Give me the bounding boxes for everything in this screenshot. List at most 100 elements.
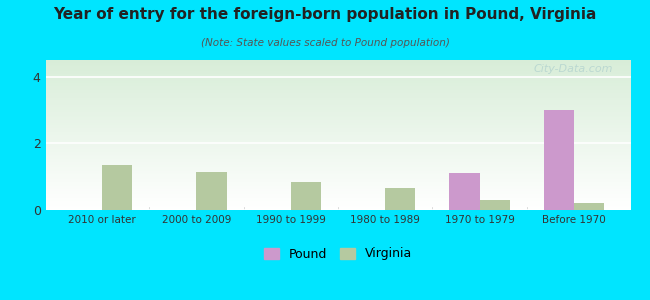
Bar bbox=[46, 103, 630, 105]
Bar bbox=[46, 190, 630, 192]
Bar bbox=[46, 204, 630, 206]
Bar bbox=[46, 158, 630, 159]
Bar bbox=[46, 88, 630, 90]
Bar bbox=[46, 186, 630, 188]
Bar bbox=[46, 184, 630, 186]
Bar bbox=[46, 189, 630, 190]
Bar bbox=[46, 188, 630, 189]
Bar bbox=[46, 122, 630, 123]
Bar bbox=[46, 152, 630, 153]
Bar bbox=[46, 81, 630, 82]
Bar bbox=[46, 160, 630, 162]
Bar bbox=[46, 154, 630, 156]
Bar bbox=[46, 200, 630, 201]
Bar bbox=[46, 63, 630, 64]
Bar bbox=[46, 60, 630, 61]
Bar bbox=[46, 168, 630, 170]
Bar bbox=[291, 182, 321, 210]
Bar bbox=[46, 167, 630, 168]
Bar bbox=[46, 100, 630, 102]
Bar bbox=[46, 138, 630, 140]
Text: Year of entry for the foreign-born population in Pound, Virginia: Year of entry for the foreign-born popul… bbox=[53, 8, 597, 22]
Bar bbox=[543, 110, 574, 210]
Bar bbox=[46, 114, 630, 116]
Bar bbox=[46, 112, 630, 114]
Bar bbox=[46, 129, 630, 130]
Bar bbox=[46, 196, 630, 198]
Bar bbox=[46, 195, 630, 196]
Bar bbox=[46, 105, 630, 106]
Bar bbox=[385, 188, 415, 210]
Bar bbox=[46, 208, 630, 210]
Bar bbox=[46, 171, 630, 172]
Bar bbox=[46, 180, 630, 182]
Bar bbox=[46, 136, 630, 138]
Bar bbox=[46, 82, 630, 84]
Bar bbox=[46, 142, 630, 144]
Bar bbox=[46, 84, 630, 86]
Bar bbox=[46, 150, 630, 152]
Bar bbox=[46, 164, 630, 165]
Bar bbox=[46, 198, 630, 200]
Bar bbox=[46, 176, 630, 177]
Bar bbox=[574, 203, 604, 210]
Bar bbox=[46, 165, 630, 166]
Bar bbox=[46, 126, 630, 128]
Bar bbox=[46, 159, 630, 160]
Bar bbox=[46, 162, 630, 164]
Bar bbox=[102, 165, 133, 210]
Bar bbox=[46, 194, 630, 195]
Bar bbox=[46, 74, 630, 75]
Bar bbox=[46, 99, 630, 100]
Bar bbox=[46, 206, 630, 207]
Bar bbox=[46, 202, 630, 204]
Bar bbox=[46, 116, 630, 117]
Bar bbox=[46, 141, 630, 142]
Bar bbox=[46, 78, 630, 80]
Bar bbox=[46, 90, 630, 92]
Bar bbox=[46, 153, 630, 154]
Bar bbox=[46, 192, 630, 194]
Bar bbox=[46, 111, 630, 112]
Bar bbox=[46, 72, 630, 74]
Text: (Note: State values scaled to Pound population): (Note: State values scaled to Pound popu… bbox=[201, 38, 449, 47]
Bar bbox=[46, 117, 630, 118]
Bar bbox=[46, 148, 630, 150]
Bar bbox=[196, 172, 227, 210]
Bar bbox=[46, 123, 630, 124]
Bar bbox=[46, 120, 630, 122]
Bar bbox=[46, 64, 630, 66]
Bar bbox=[46, 94, 630, 96]
Bar bbox=[46, 75, 630, 76]
Bar bbox=[46, 69, 630, 70]
Bar bbox=[46, 66, 630, 68]
Bar bbox=[46, 146, 630, 147]
Bar bbox=[46, 147, 630, 148]
Bar bbox=[46, 174, 630, 176]
Bar bbox=[46, 98, 630, 99]
Bar bbox=[46, 110, 630, 111]
Bar bbox=[46, 76, 630, 78]
Bar bbox=[449, 173, 480, 210]
Legend: Pound, Virginia: Pound, Virginia bbox=[257, 241, 419, 267]
Bar bbox=[46, 118, 630, 120]
Bar bbox=[46, 207, 630, 208]
Bar bbox=[46, 134, 630, 135]
Bar bbox=[46, 102, 630, 104]
Bar bbox=[46, 169, 630, 171]
Bar bbox=[480, 200, 510, 210]
Bar bbox=[46, 156, 630, 158]
Bar bbox=[46, 172, 630, 174]
Bar bbox=[46, 70, 630, 72]
Bar bbox=[46, 128, 630, 129]
Bar bbox=[46, 93, 630, 94]
Bar bbox=[46, 144, 630, 146]
Bar bbox=[46, 201, 630, 202]
Bar bbox=[46, 61, 630, 63]
Bar bbox=[46, 108, 630, 110]
Bar bbox=[46, 177, 630, 178]
Bar bbox=[46, 124, 630, 126]
Bar bbox=[46, 130, 630, 132]
Bar bbox=[46, 183, 630, 184]
Bar bbox=[46, 92, 630, 93]
